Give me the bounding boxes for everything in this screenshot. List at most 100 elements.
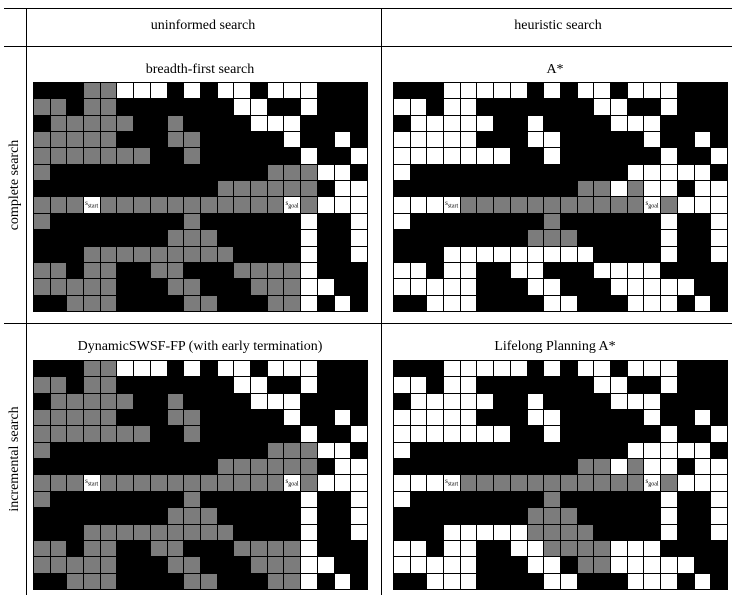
- expanded-cell: [284, 262, 301, 279]
- free-cell: [460, 410, 477, 426]
- free-cell: [611, 393, 627, 410]
- blocked-cell: [477, 181, 494, 197]
- blocked-cell: [301, 393, 317, 410]
- blocked-cell: [427, 246, 444, 262]
- expanded-cell: [100, 557, 117, 573]
- expanded-cell: [34, 475, 50, 491]
- free-cell: [394, 475, 410, 491]
- free-cell: [351, 491, 367, 508]
- expanded-cell: [34, 148, 50, 164]
- blocked-cell: [677, 426, 694, 442]
- expanded-cell: [117, 246, 134, 262]
- free-cell: [444, 262, 460, 279]
- blocked-cell: [34, 393, 50, 410]
- blocked-cell: [117, 213, 134, 230]
- blocked-cell: [134, 262, 150, 279]
- free-cell: [351, 475, 367, 491]
- blocked-cell: [494, 295, 510, 311]
- blocked-cell: [594, 573, 611, 589]
- blocked-cell: [334, 213, 351, 230]
- blocked-cell: [611, 508, 627, 524]
- expanded-cell: [560, 524, 577, 540]
- free-cell: [460, 361, 477, 377]
- blocked-cell: [627, 524, 644, 540]
- marker-subscript: start: [447, 481, 459, 488]
- expanded-cell: [34, 213, 50, 230]
- expanded-cell: [50, 115, 67, 132]
- blocked-cell: [150, 164, 167, 181]
- blocked-cell: [150, 181, 167, 197]
- blocked-cell: [694, 148, 711, 164]
- blocked-cell: [284, 148, 301, 164]
- blocked-cell: [284, 426, 301, 442]
- expanded-cell: [117, 148, 134, 164]
- free-cell: [334, 197, 351, 213]
- blocked-cell: [67, 361, 84, 377]
- free-cell: [427, 132, 444, 148]
- expanded-cell: [510, 197, 527, 213]
- free-cell: [394, 132, 410, 148]
- expanded-cell: [200, 508, 217, 524]
- expanded-cell: [84, 573, 100, 589]
- free-cell: [334, 164, 351, 181]
- blocked-cell: [267, 213, 284, 230]
- free-cell: [510, 361, 527, 377]
- expanded-cell: [100, 540, 117, 557]
- free-cell: [394, 442, 410, 459]
- blocked-cell: [34, 508, 50, 524]
- free-cell: [351, 459, 367, 475]
- free-cell: [627, 540, 644, 557]
- blocked-cell: [334, 491, 351, 508]
- blocked-cell: [84, 213, 100, 230]
- blocked-cell: [627, 426, 644, 442]
- free-cell: [444, 573, 460, 589]
- blocked-cell: [577, 115, 594, 132]
- free-cell: [267, 361, 284, 377]
- free-cell: [644, 573, 661, 589]
- free-cell: [351, 508, 367, 524]
- blocked-cell: [611, 295, 627, 311]
- expanded-cell: [50, 377, 67, 393]
- blocked-cell: [251, 132, 267, 148]
- blocked-cell: [217, 262, 234, 279]
- expanded-cell: [284, 295, 301, 311]
- blocked-cell: [67, 491, 84, 508]
- blocked-cell: [67, 213, 84, 230]
- blocked-cell: [317, 99, 334, 115]
- blocked-cell: [217, 213, 234, 230]
- free-cell: [410, 262, 427, 279]
- free-cell: [410, 377, 427, 393]
- expanded-cell: [34, 491, 50, 508]
- expanded-cell: [594, 181, 611, 197]
- panel-title-a-star: A*: [546, 62, 564, 77]
- blocked-cell: [67, 99, 84, 115]
- free-cell: [460, 115, 477, 132]
- free-cell: [644, 557, 661, 573]
- blocked-cell: [251, 573, 267, 589]
- free-cell: [711, 213, 727, 230]
- blocked-cell: [694, 426, 711, 442]
- expanded-cell: [184, 573, 200, 589]
- expanded-cell: [50, 426, 67, 442]
- blocked-cell: [611, 213, 627, 230]
- blocked-cell: [544, 181, 560, 197]
- blocked-cell: [427, 164, 444, 181]
- blocked-cell: [510, 132, 527, 148]
- expanded-cell: [100, 426, 117, 442]
- blocked-cell: [217, 377, 234, 393]
- blocked-cell: [150, 377, 167, 393]
- expanded-cell: [284, 573, 301, 589]
- blocked-cell: [317, 573, 334, 589]
- expanded-cell: [67, 197, 84, 213]
- expanded-cell: [134, 197, 150, 213]
- blocked-cell: [234, 442, 251, 459]
- blocked-cell: [594, 393, 611, 410]
- blocked-cell: [644, 508, 661, 524]
- free-cell: [284, 83, 301, 99]
- free-cell: [394, 262, 410, 279]
- blocked-cell: [510, 279, 527, 295]
- blocked-cell: [351, 164, 367, 181]
- blocked-cell: [150, 426, 167, 442]
- blocked-cell: [460, 213, 477, 230]
- blocked-cell: [510, 508, 527, 524]
